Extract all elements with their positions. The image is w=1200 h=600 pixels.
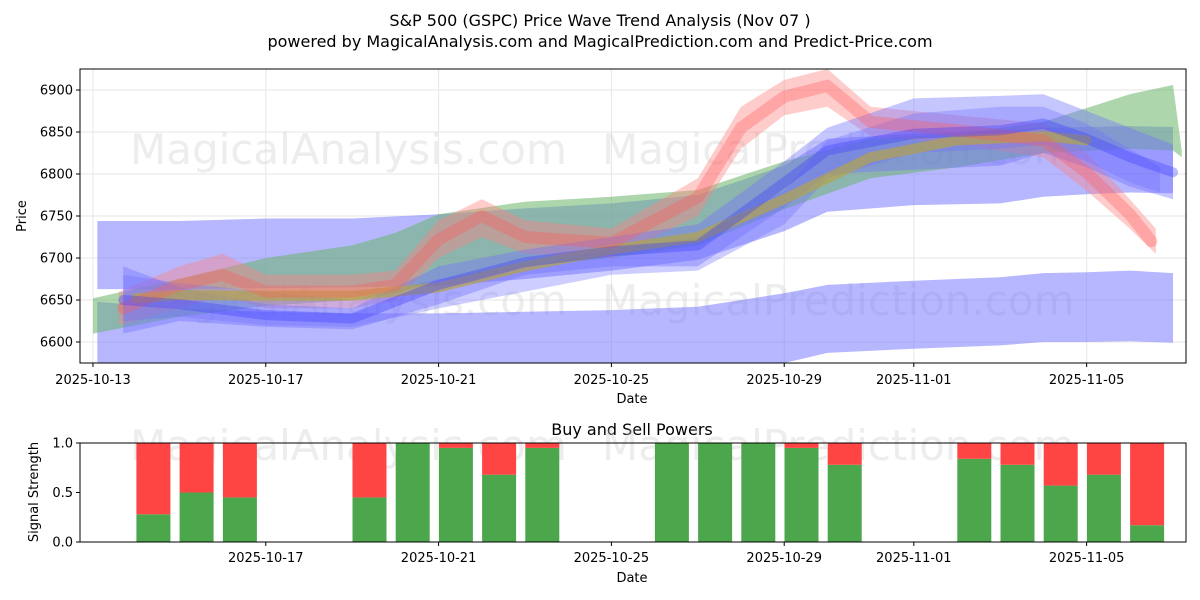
price-y-tick-label: 6750 bbox=[40, 210, 73, 225]
buy-bar bbox=[352, 497, 387, 542]
figure-subtitle: powered by MagicalAnalysis.com and Magic… bbox=[267, 32, 932, 51]
buy-bar bbox=[741, 443, 776, 542]
price-lines bbox=[117, 79, 1178, 324]
signal-chart: Buy and Sell Powers MagicalAnalysis.com … bbox=[27, 420, 1187, 586]
buy-bar bbox=[136, 514, 171, 542]
signal-y-tick-label: 1.0 bbox=[52, 437, 73, 452]
price-x-axis: 2025-10-13 2025-10-17 2025-10-21 2025-10-25… bbox=[55, 363, 1124, 388]
buy-bar bbox=[698, 443, 733, 542]
price-y-tick-label: 6700 bbox=[40, 252, 73, 267]
price-x-tick-label: 2025-10-29 bbox=[746, 373, 822, 388]
price-chart: MagicalAnalysis.com MagicalPrediction.co… bbox=[15, 68, 1187, 407]
signal-x-tick-label: 2025-10-21 bbox=[401, 551, 477, 566]
buy-bar bbox=[525, 447, 560, 542]
signal-x-axis: 2025-10-17 2025-10-21 2025-10-25 2025-10-29… bbox=[228, 542, 1124, 566]
signal-y-tick-label: 0.5 bbox=[52, 486, 73, 501]
watermark-analysis-top: MagicalAnalysis.com bbox=[130, 125, 567, 174]
buy-bar bbox=[395, 443, 430, 542]
sell-bar bbox=[1043, 443, 1078, 486]
sell-bar bbox=[1000, 443, 1035, 465]
signal-x-tick-label: 2025-10-25 bbox=[574, 551, 650, 566]
figure-title: S&P 500 (GSPC) Price Wave Trend Analysis… bbox=[389, 11, 810, 30]
price-y-tick-label: 6800 bbox=[40, 168, 73, 183]
signal-bars bbox=[136, 443, 1165, 542]
buy-bar bbox=[784, 447, 819, 542]
price-line-2 bbox=[118, 118, 1178, 324]
signal-x-label: Date bbox=[616, 571, 647, 586]
price-x-tick-label: 2025-10-25 bbox=[574, 373, 650, 388]
signal-title: Buy and Sell Powers bbox=[551, 420, 713, 439]
price-y-tick-label: 6850 bbox=[40, 126, 73, 141]
price-y-axis: 6600 6650 6700 6750 6800 6850 6900 bbox=[40, 84, 80, 351]
buy-bar bbox=[1130, 525, 1165, 542]
signal-x-tick-label: 2025-11-01 bbox=[876, 551, 952, 566]
signal-y-tick-label: 0.0 bbox=[52, 536, 73, 551]
signal-x-tick-label: 2025-10-29 bbox=[746, 551, 822, 566]
signal-y-axis: 0.0 0.5 1.0 bbox=[52, 437, 80, 551]
sell-bar bbox=[222, 443, 257, 498]
sell-bar bbox=[1130, 443, 1165, 526]
sell-bar bbox=[1086, 443, 1121, 475]
buy-bar bbox=[222, 497, 257, 542]
price-band-3 bbox=[118, 69, 1156, 326]
buy-bar bbox=[654, 443, 689, 542]
sell-bar bbox=[957, 443, 992, 459]
signal-x-tick-label: 2025-11-05 bbox=[1049, 551, 1125, 566]
buy-bar bbox=[1043, 485, 1078, 542]
sell-bar bbox=[136, 443, 171, 515]
price-x-tick-label: 2025-10-17 bbox=[228, 373, 304, 388]
sell-bar bbox=[179, 443, 214, 493]
sell-bar bbox=[482, 443, 517, 475]
price-x-tick-label: 2025-11-01 bbox=[876, 373, 952, 388]
sell-bar bbox=[784, 443, 819, 448]
buy-bar bbox=[438, 447, 473, 542]
price-y-tick-label: 6650 bbox=[40, 294, 73, 309]
price-band-5 bbox=[123, 106, 1161, 327]
signal-y-label: Signal Strength bbox=[27, 442, 42, 542]
price-x-tick-label: 2025-11-05 bbox=[1049, 373, 1125, 388]
sell-bar bbox=[352, 443, 387, 498]
price-y-label: Price bbox=[15, 200, 30, 232]
buy-bar bbox=[179, 492, 214, 542]
buy-bar bbox=[1086, 474, 1121, 542]
buy-bar bbox=[957, 458, 992, 542]
sell-bar bbox=[827, 443, 862, 465]
sell-bar bbox=[525, 443, 560, 448]
price-y-tick-label: 6600 bbox=[40, 336, 73, 351]
buy-bar bbox=[827, 464, 862, 542]
price-x-tick-label: 2025-10-13 bbox=[55, 373, 131, 388]
buy-bar bbox=[482, 474, 517, 542]
price-band-0 bbox=[97, 270, 1173, 363]
buy-bar bbox=[1000, 464, 1035, 542]
price-y-tick-label: 6900 bbox=[40, 84, 73, 99]
price-line-1 bbox=[117, 79, 1158, 315]
price-x-label: Date bbox=[616, 392, 647, 407]
signal-x-tick-label: 2025-10-17 bbox=[228, 551, 304, 566]
price-x-tick-label: 2025-10-21 bbox=[401, 373, 477, 388]
price-line-0 bbox=[131, 131, 1092, 304]
sell-bar bbox=[438, 443, 473, 448]
